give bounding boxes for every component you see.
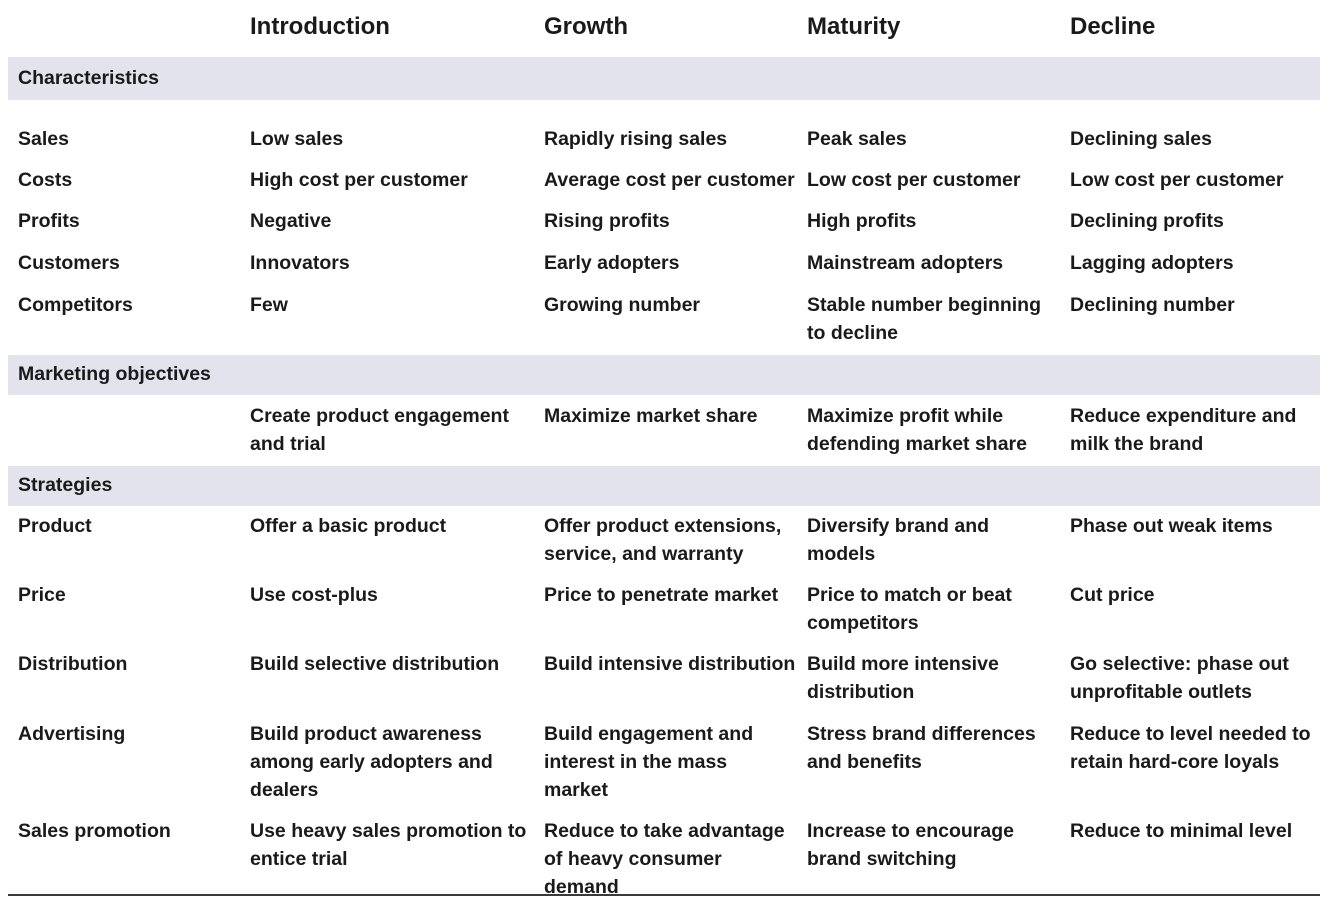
row-label: Price — [18, 584, 66, 606]
table-cell: High profits — [807, 210, 917, 232]
table-cell: Lagging adopters — [1070, 252, 1234, 274]
table-cell: Reduce expenditure and milk the brand — [1070, 405, 1297, 455]
table-cell: Increase to encourage brand switching — [807, 820, 1014, 870]
table-cell: Go selective: phase out unprofitable out… — [1070, 653, 1289, 703]
table-cell: Innovators — [250, 252, 350, 274]
table-cell: Offer a basic product — [250, 515, 447, 537]
section-title: Strategies — [18, 474, 113, 496]
row-label: Advertising — [18, 723, 126, 745]
table-cell: Maximize profit while defending market s… — [807, 405, 1027, 455]
table-cell: High cost per customer — [250, 169, 468, 191]
table-cell: Build more intensive distribution — [807, 653, 999, 703]
table-cell: Reduce to minimal level — [1070, 820, 1293, 842]
section-band-strategies: Strategies — [8, 466, 1320, 506]
section-title: Marketing objectives — [18, 363, 211, 385]
column-header-growth: Growth — [544, 13, 628, 40]
section-title: Characteristics — [18, 67, 159, 89]
row-label: Costs — [18, 169, 73, 191]
table-cell: Stress brand differences and benefits — [807, 723, 1036, 773]
row-label: Product — [18, 515, 92, 537]
table-cell: Build intensive distribution — [544, 653, 796, 675]
table-cell: Reduce to take advantage of heavy consum… — [544, 820, 785, 898]
table-cell: Low sales — [250, 128, 344, 150]
row-label: Sales — [18, 128, 69, 150]
table-cell: Rising profits — [544, 210, 670, 232]
table-cell: Build product awareness among early adop… — [250, 723, 493, 801]
row-label: Competitors — [18, 294, 133, 316]
table-cell: Create product engagement and trial — [250, 405, 509, 455]
table-cell: Declining number — [1070, 294, 1235, 316]
table-cell: Low cost per customer — [807, 169, 1021, 191]
section-band-characteristics: Characteristics — [8, 57, 1320, 100]
table-cell: Few — [250, 294, 288, 316]
table-cell: Price to penetrate market — [544, 584, 779, 606]
table-cell: Offer product extensions, service, and w… — [544, 515, 782, 565]
table-header: Introduction Growth Maturity Decline — [0, 0, 1328, 56]
table-cell: Build selective distribution — [250, 653, 500, 675]
table-cell: Low cost per customer — [1070, 169, 1284, 191]
row-label: Sales promotion — [18, 820, 171, 842]
table-cell: Phase out weak items — [1070, 515, 1273, 537]
column-header-introduction: Introduction — [250, 13, 390, 40]
table-cell: Price to match or beat competitors — [807, 584, 1012, 634]
section-band-marketing-objectives: Marketing objectives — [8, 355, 1320, 395]
table-cell: Build engagement and interest in the mas… — [544, 723, 754, 801]
table-cell: Maximize market share — [544, 405, 758, 427]
table-cell: Peak sales — [807, 128, 907, 150]
row-label: Profits — [18, 210, 80, 232]
bottom-rule — [8, 894, 1320, 896]
table-cell: Cut price — [1070, 584, 1155, 606]
column-header-decline: Decline — [1070, 13, 1156, 40]
table-cell: Stable number beginning to decline — [807, 294, 1042, 344]
table-cell: Reduce to level needed to retain hard-co… — [1070, 723, 1311, 773]
table-cell: Use cost-plus — [250, 584, 378, 606]
table-cell: Average cost per customer — [544, 169, 795, 191]
table-cell: Declining profits — [1070, 210, 1224, 232]
table-cell: Mainstream adopters — [807, 252, 1004, 274]
row-label: Customers — [18, 252, 120, 274]
row-label: Distribution — [18, 653, 128, 675]
table-cell: Diversify brand and models — [807, 515, 990, 565]
table-cell: Early adopters — [544, 252, 680, 274]
table-cell: Negative — [250, 210, 332, 232]
table-cell: Declining sales — [1070, 128, 1212, 150]
table-cell: Rapidly rising sales — [544, 128, 728, 150]
table-cell: Growing number — [544, 294, 700, 316]
column-header-maturity: Maturity — [807, 13, 901, 40]
table-cell: Use heavy sales promotion to entice tria… — [250, 820, 527, 870]
